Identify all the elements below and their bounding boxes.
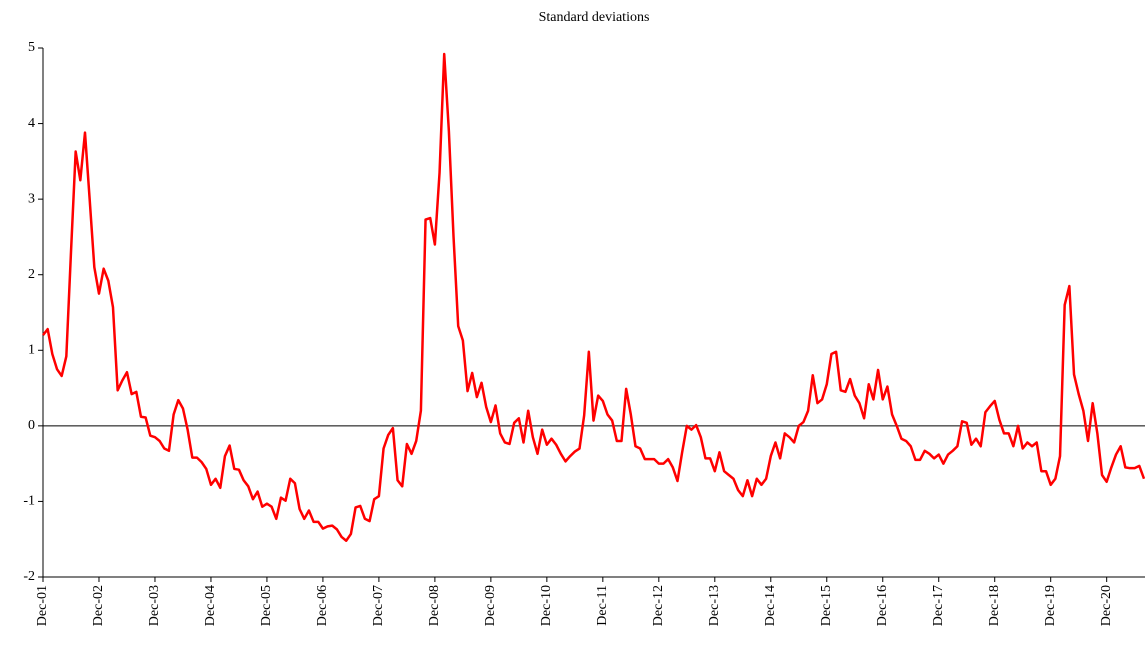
x-tick-label: Dec-20 (1099, 585, 1114, 626)
y-tick-label: -2 (23, 569, 35, 584)
y-tick-label: 4 (28, 116, 35, 131)
x-tick-label: Dec-11 (595, 585, 610, 626)
x-tick-label: Dec-07 (371, 585, 386, 626)
chart-title: Standard deviations (539, 10, 650, 25)
x-tick-label: Dec-14 (763, 585, 778, 626)
x-tick-label: Dec-03 (147, 585, 162, 626)
x-tick-label: Dec-02 (91, 585, 106, 626)
y-tick-label: 3 (28, 191, 35, 206)
y-tick-label: 2 (28, 267, 35, 282)
x-tick-label: Dec-04 (203, 585, 218, 626)
x-tick-label: Dec-13 (707, 585, 722, 626)
y-tick-label: 0 (28, 418, 35, 433)
x-tick-label: Dec-10 (539, 585, 554, 626)
x-tick-label: Dec-12 (651, 585, 666, 626)
data-line (42, 52, 1145, 542)
x-tick-label: Dec-16 (875, 585, 890, 626)
x-tick-label: Dec-08 (427, 585, 442, 626)
x-tick-label: Dec-09 (483, 585, 498, 626)
x-tick-label: Dec-18 (987, 585, 1002, 626)
x-tick-label: Dec-06 (315, 585, 330, 626)
x-tick-label: Dec-19 (1043, 585, 1058, 626)
y-tick-label: -1 (23, 494, 35, 509)
x-tick-label: Dec-15 (819, 585, 834, 626)
x-tick-label: Dec-17 (931, 585, 946, 626)
y-tick-label: 5 (28, 40, 35, 55)
x-tick-label: Dec-01 (35, 585, 50, 626)
x-tick-label: Dec-05 (259, 585, 274, 626)
y-tick-label: 1 (28, 343, 35, 358)
